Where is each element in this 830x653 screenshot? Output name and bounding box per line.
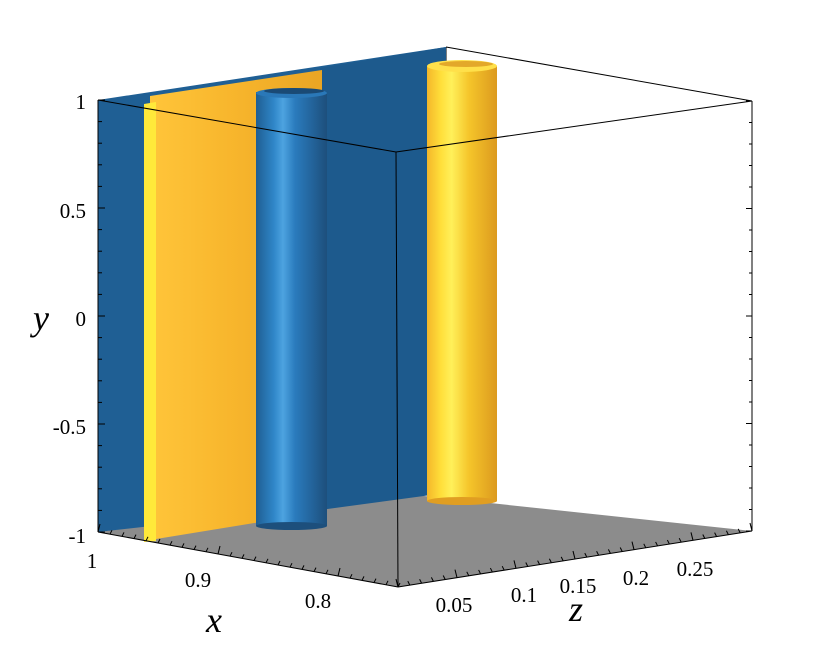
- tick-marks: [97, 99, 753, 588]
- y-tick-label: 0: [76, 307, 87, 331]
- x-tick-mark: [349, 573, 353, 579]
- z-tick-mark: [749, 522, 753, 532]
- x-tick-mark: [289, 562, 293, 568]
- y-tick-label: 1: [76, 90, 87, 114]
- x-tick-mark: [325, 569, 329, 575]
- z-tick-mark: [419, 579, 423, 584]
- z-tick-mark: [454, 569, 458, 578]
- z-tick-mark: [407, 580, 411, 586]
- yellow-sheet-edge: [144, 102, 156, 542]
- x-tick-mark: [169, 540, 173, 546]
- x-tick-mark: [313, 567, 317, 572]
- x-tick-mark: [253, 556, 257, 561]
- z-tick-label: 0.05: [436, 593, 473, 617]
- x-tick-mark: [217, 545, 221, 555]
- x-tick-label: 0.9: [185, 568, 211, 592]
- x-tick-label: 1: [87, 549, 98, 573]
- z-tick-mark: [690, 532, 694, 541]
- blue-cylinder: [256, 88, 327, 530]
- x-tick-mark: [277, 560, 281, 566]
- blue-sheet-shading: [320, 47, 446, 510]
- x-tick-mark: [97, 523, 101, 533]
- x-tick-mark: [181, 543, 185, 548]
- z-tick-mark: [725, 530, 729, 535]
- z-tick-mark: [572, 550, 576, 560]
- x-tick-mark: [265, 558, 269, 564]
- z-tick-label: 0.15: [560, 574, 597, 598]
- x-tick-mark: [121, 532, 125, 537]
- yellow-cylinder: [427, 60, 497, 505]
- z-tick-mark: [466, 571, 470, 577]
- z-tick-mark: [489, 567, 493, 573]
- z-axis-label: z: [568, 589, 583, 629]
- x-tick-mark: [361, 576, 365, 581]
- x-tick-mark: [157, 538, 161, 544]
- x-tick-mark: [385, 580, 389, 586]
- z-tick-mark: [655, 541, 659, 547]
- y-tick-label: -1: [69, 524, 87, 548]
- z-tick-mark: [631, 541, 635, 550]
- x-tick-mark: [373, 578, 377, 583]
- z-tick-mark: [619, 547, 623, 552]
- x-tick-mark: [109, 529, 113, 535]
- z-tick-label: 0.2: [623, 566, 649, 590]
- z-tick-mark: [513, 560, 517, 569]
- z-tick-mark: [607, 549, 611, 554]
- x-tick-mark: [337, 567, 341, 577]
- x-tick-mark: [241, 554, 245, 559]
- z-tick-mark: [430, 577, 434, 582]
- z-tick-mark: [702, 534, 706, 539]
- x-tick-mark: [301, 565, 305, 570]
- x-tick-mark: [193, 545, 197, 550]
- z-tick-mark: [596, 551, 600, 556]
- z-tick-mark: [537, 560, 541, 565]
- z-tick-mark: [442, 575, 446, 580]
- x-axis-label: x: [205, 600, 222, 640]
- y-axis-label: y: [30, 298, 49, 338]
- z-tick-mark: [548, 558, 552, 563]
- x-tick-label: 0.8: [305, 589, 331, 613]
- z-tick-mark: [560, 556, 564, 562]
- x-tick-mark: [229, 551, 233, 557]
- y-tick-label: 0.5: [60, 199, 86, 223]
- z-tick-mark: [501, 565, 505, 571]
- z-tick-label: 0.25: [677, 557, 714, 581]
- z-tick-mark: [737, 528, 741, 534]
- z-tick-label: 0.1: [511, 583, 537, 607]
- z-tick-mark: [395, 578, 399, 588]
- x-tick-mark: [205, 547, 209, 553]
- z-tick-mark: [478, 569, 482, 575]
- z-tick-mark: [525, 562, 529, 567]
- z-tick-mark: [584, 552, 588, 558]
- x-tick-mark: [133, 534, 137, 539]
- z-tick-mark: [714, 532, 718, 537]
- x-tick-mark: [145, 536, 149, 542]
- z-tick-mark: [643, 543, 647, 549]
- z-tick-mark: [678, 537, 682, 543]
- y-tick-label: -0.5: [53, 415, 86, 439]
- z-tick-mark: [666, 539, 670, 545]
